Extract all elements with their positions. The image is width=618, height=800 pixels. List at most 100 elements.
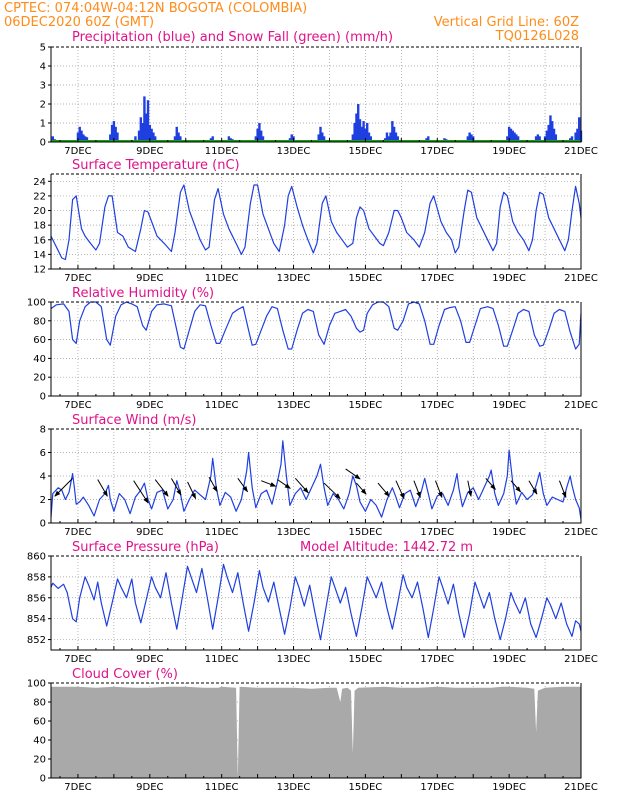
temperature-xtick-label: 15DEC: [349, 273, 383, 284]
pressure-xtick-label: 11DEC: [205, 654, 239, 665]
precipitation-bar: [366, 123, 369, 142]
cloud-ytick-label: 60: [33, 717, 46, 728]
precipitation-bar: [317, 134, 320, 142]
temperature-xtick-label: 21DEC: [564, 273, 598, 284]
precipitation-bar: [261, 136, 265, 142]
precipitation-bar: [154, 136, 157, 142]
wind-xtick-label: 11DEC: [205, 527, 239, 538]
wind-direction-arrow: [170, 478, 182, 496]
precipitation-bar: [173, 136, 177, 142]
header-station: CPTEC: 074:04W-04:12N BOGOTA (COLOMBIA): [4, 1, 307, 16]
precipitation-bar: [137, 130, 141, 142]
pressure-ytick-label: 856: [27, 593, 46, 604]
precipitation-bar: [148, 124, 152, 142]
precipitation-bar: [389, 132, 392, 142]
pressure-series-line: [50, 563, 582, 641]
precip-ytick-label: 0: [40, 138, 46, 149]
pressure-ytick-label: 858: [27, 572, 46, 583]
precipitation-bar: [146, 100, 150, 142]
wind-ytick-label: 0: [40, 519, 46, 530]
header-model-id: TQ0126L028: [495, 29, 579, 44]
precipitation-bar: [515, 134, 518, 142]
humidity-ytick-label: 100: [27, 298, 46, 309]
precipitation-bar: [369, 136, 372, 142]
cloud-xtick-label: 11DEC: [205, 782, 239, 793]
wind-direction-arrow: [345, 468, 361, 480]
precipitation-bar: [145, 113, 148, 142]
precipitation-bar: [360, 126, 364, 142]
precipitation-bar: [396, 136, 399, 142]
precip-ytick-label: 4: [40, 62, 46, 73]
precipitation-bar: [114, 126, 117, 142]
wind-direction-arrow: [323, 482, 341, 500]
pressure-xtick-label: 21DEC: [564, 654, 598, 665]
cloud-ytick-label: 40: [33, 736, 46, 747]
temperature-ytick-label: 22: [33, 191, 46, 202]
wind-direction-arrow: [187, 481, 197, 500]
wind-direction-arrow: [208, 476, 218, 493]
precipitation-bar: [211, 136, 214, 142]
precipitation-bar: [82, 134, 85, 142]
humidity-ytick-label: 80: [33, 316, 46, 327]
precipitation-bar: [364, 128, 367, 142]
precipitation-bar: [362, 121, 365, 142]
wind-direction-arrow: [377, 482, 390, 497]
precip-ytick-label: 1: [40, 119, 46, 130]
precipitation-bar: [139, 117, 143, 142]
precipitation-bar: [551, 121, 554, 142]
wind-direction-arrow: [467, 480, 473, 497]
precipitation-bar: [534, 136, 538, 142]
precipitation-bar: [509, 128, 513, 142]
precipitation-bar: [177, 132, 180, 142]
precipitation-bar: [511, 130, 514, 142]
precipitation-bar: [538, 136, 541, 142]
precipitation-bar: [578, 117, 581, 142]
cloud-cover-panel: Cloud Cover (%) 0 20 40 60 80 100 7DEC 9DEC 11DE…: [27, 667, 598, 793]
precipitation-bar: [574, 132, 577, 142]
precipitation-bar: [468, 132, 471, 142]
wind-direction-arrow: [395, 480, 405, 500]
wind-ytick-label: 8: [40, 425, 46, 436]
wind-direction-arrow: [97, 479, 108, 497]
wind-xtick-label: 15DEC: [349, 527, 383, 538]
humidity-ytick-label: 20: [33, 373, 46, 384]
pressure-xtick-label: 13DEC: [277, 654, 311, 665]
temperature-ytick-label: 20: [33, 206, 46, 217]
wind-direction-arrow: [485, 478, 496, 490]
precipitation-bar: [290, 134, 293, 142]
temperature-xtick-label: 17DEC: [420, 273, 454, 284]
precipitation-bar: [387, 136, 390, 142]
humidity-series-line: [50, 301, 582, 350]
precip-ytick-label: 5: [40, 43, 46, 54]
wind-direction-arrow: [435, 480, 443, 499]
pressure-xtick-label: 9DEC: [136, 654, 163, 665]
humidity-panel: Relative Humidity (%) 0 20 40 60 80 100 7DEC 9D…: [27, 286, 598, 411]
cloud-xtick-label: 7DEC: [64, 782, 91, 793]
wind-xtick-label: 19DEC: [492, 527, 526, 538]
wind-xtick-label: 21DEC: [564, 527, 598, 538]
cloud-xtick-label: 17DEC: [420, 782, 454, 793]
cloud-ytick-label: 80: [33, 698, 46, 709]
precipitation-bar: [141, 123, 144, 142]
humidity-xtick-label: 11DEC: [205, 400, 239, 411]
precipitation-bar: [466, 136, 470, 142]
precipitation-bar: [351, 134, 355, 142]
cloud-ytick-label: 20: [33, 755, 46, 766]
precipitation-bar: [392, 126, 396, 142]
cloud-xtick-label: 21DEC: [564, 782, 598, 793]
precipitation-bar: [175, 126, 178, 142]
precip-ytick-label: 3: [40, 81, 46, 92]
precipitation-bar: [545, 130, 549, 142]
precipitation-bar: [254, 136, 258, 142]
precipitation-bar: [394, 132, 398, 142]
precipitation-bar: [355, 113, 358, 142]
wind-xtick-label: 9DEC: [136, 527, 163, 538]
humidity-frame: [50, 302, 582, 397]
humidity-xtick-label: 21DEC: [564, 400, 598, 411]
precipitation-bar: [260, 130, 263, 142]
wind-panel-title: Surface Wind (m/s): [72, 413, 196, 428]
cloud-cover-panel-title: Cloud Cover (%): [72, 667, 178, 682]
cloud-xtick-label: 9DEC: [136, 782, 163, 793]
header-grid-note: Vertical Grid Line: 60Z: [434, 15, 579, 30]
